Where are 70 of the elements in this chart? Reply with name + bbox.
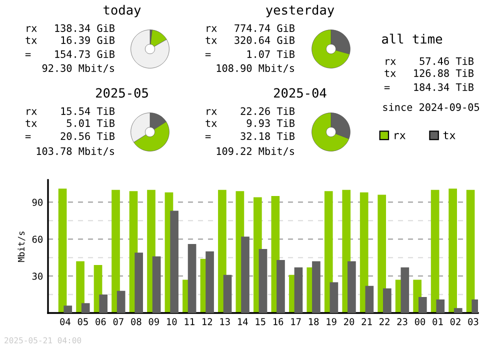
text: = <box>205 135 211 138</box>
y-tick-label: 60 <box>32 236 43 243</box>
text: 1.07 TiB <box>247 50 295 58</box>
text: 9.93 TiB <box>246 119 295 127</box>
text: 103.78 Mbit/s <box>36 147 114 156</box>
x-tick-label: 22 <box>380 318 390 326</box>
text: all time <box>382 34 442 44</box>
x-tick-label: 12 <box>202 318 212 326</box>
x-tick-label: 14 <box>238 318 248 326</box>
x-tick-label: 20 <box>344 318 354 326</box>
chart-title: today <box>104 4 141 18</box>
text: 20.56 TiB <box>60 132 115 140</box>
text: 5.01 TiB <box>66 119 115 127</box>
x-tick-label: 07 <box>113 318 124 326</box>
x-tick-label: 19 <box>326 318 336 326</box>
x-tick-label: 08 <box>131 318 142 326</box>
text: tx <box>26 36 37 44</box>
text: 774.74 GiB <box>234 24 295 32</box>
text: since 2024-09-05 <box>383 103 480 111</box>
y-tick-label: 90 <box>32 198 43 206</box>
text: 108.90 Mbit/s <box>216 64 294 73</box>
x-tick-label: 05 <box>78 318 88 326</box>
text: 138.34 GiB <box>55 24 115 32</box>
text: rx <box>206 26 217 32</box>
x-tick-label: 10 <box>167 318 177 326</box>
text: tx <box>384 70 396 77</box>
x-tick-label: 03 <box>468 318 478 326</box>
x-tick-label: 15 <box>256 318 266 326</box>
text: = <box>205 53 211 56</box>
x-tick-label: 18 <box>309 318 319 326</box>
x-tick-label: 21 <box>362 318 372 326</box>
text: 32.18 TiB <box>240 132 295 140</box>
text: 92.30 Mbit/s <box>42 64 114 73</box>
legend-label: rx <box>394 133 406 140</box>
text: = <box>25 135 31 138</box>
text: 320.64 GiB <box>234 36 295 44</box>
text: 22.26 TiB <box>240 107 295 115</box>
y-tick-label: 30 <box>32 272 43 280</box>
x-tick-label: 00 <box>414 318 426 326</box>
chart-title: 2025-05 <box>96 88 148 98</box>
x-tick-label: 17 <box>291 318 301 326</box>
text: 109.22 Mbit/s <box>216 147 294 156</box>
text: 16.39 GiB <box>61 36 115 44</box>
x-tick-label: 06 <box>96 318 106 326</box>
x-tick-label: 04 <box>60 318 70 326</box>
text: rx <box>206 109 217 115</box>
text: = <box>25 53 31 56</box>
text: = <box>384 86 390 90</box>
x-tick-label: 01 <box>432 318 443 326</box>
chart-title: yesterday <box>266 4 334 18</box>
text: tx <box>206 120 217 127</box>
text: rx <box>386 59 396 65</box>
text: tx <box>206 36 217 44</box>
text: 184.34 TiB <box>414 83 474 91</box>
x-tick-label: 11 <box>184 318 194 326</box>
legend-label: tx <box>443 132 456 140</box>
chart-title: 2025-04 <box>274 88 326 98</box>
text: 126.88 TiB <box>414 69 474 77</box>
x-tick-label: 13 <box>220 318 230 326</box>
y-axis-title: Mbit/s <box>18 232 26 262</box>
text: rx <box>26 26 37 32</box>
x-tick-label: 16 <box>274 318 284 326</box>
x-tick-label: 23 <box>397 318 408 326</box>
text: 57.46 TiB <box>420 57 474 65</box>
text: 15.54 TiB <box>61 107 115 115</box>
text: 154.73 GiB <box>55 50 115 58</box>
text: tx <box>26 120 37 127</box>
x-tick-label: 09 <box>148 318 159 326</box>
text: rx <box>26 109 37 115</box>
x-tick-label: 02 <box>450 318 460 326</box>
